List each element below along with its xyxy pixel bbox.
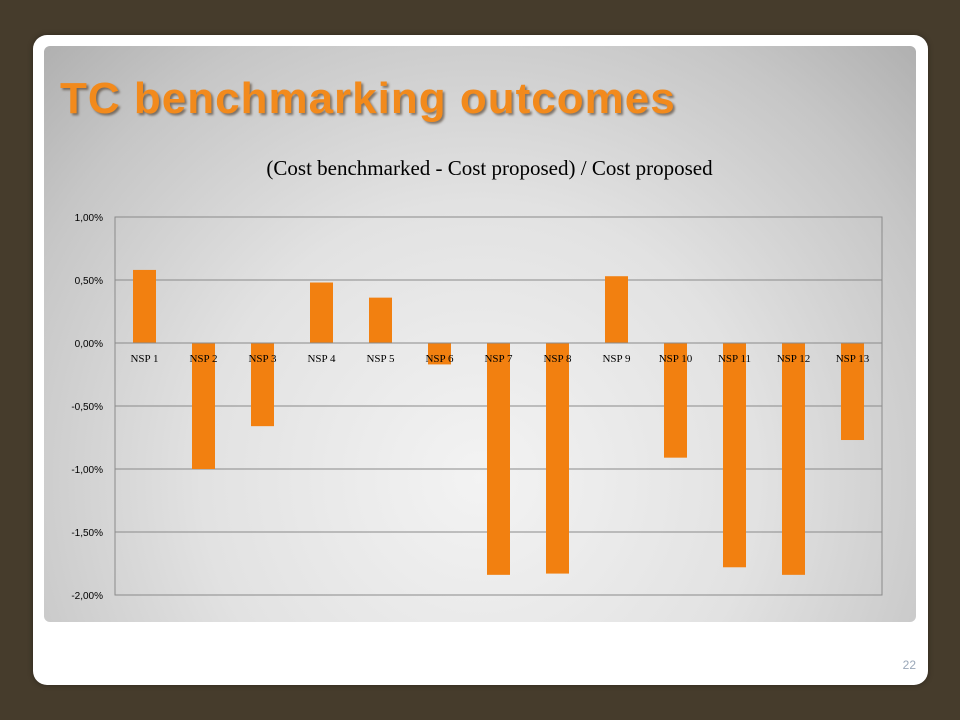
bar bbox=[664, 343, 687, 458]
y-tick-label: -2,00% bbox=[71, 591, 103, 602]
y-tick-label: -1,00% bbox=[71, 465, 103, 476]
bar bbox=[251, 343, 274, 427]
x-tick-label: NSP 10 bbox=[659, 353, 693, 365]
x-tick-label: NSP 11 bbox=[718, 353, 751, 365]
page-number: 22 bbox=[902, 658, 916, 672]
x-tick-label: NSP 5 bbox=[366, 353, 395, 365]
bar bbox=[428, 343, 451, 365]
y-tick-label: 0,50% bbox=[75, 276, 103, 287]
x-tick-label: NSP 8 bbox=[543, 353, 572, 365]
y-tick-label: -0,50% bbox=[71, 402, 103, 413]
bar bbox=[723, 343, 746, 568]
x-tick-label: NSP 12 bbox=[777, 353, 811, 365]
bar bbox=[192, 343, 215, 469]
y-tick-label: 0,00% bbox=[75, 339, 103, 350]
content-panel bbox=[44, 46, 916, 622]
bar bbox=[841, 343, 864, 441]
bar bbox=[546, 343, 569, 574]
chart-title: (Cost benchmarked - Cost proposed) / Cos… bbox=[266, 156, 713, 180]
y-axis-ticks: 1,00% 0,50% 0,00% -0,50% -1,00% -1,50% -2,00% bbox=[71, 213, 103, 602]
x-tick-label: NSP 7 bbox=[484, 353, 513, 365]
x-tick-label: NSP 2 bbox=[189, 353, 217, 365]
bar bbox=[369, 297, 392, 343]
bar bbox=[782, 343, 805, 575]
y-tick-label: 1,00% bbox=[75, 213, 103, 224]
gridlines bbox=[114, 216, 883, 596]
x-tick-label: NSP 1 bbox=[130, 353, 158, 365]
bar bbox=[487, 343, 510, 575]
x-tick-label: NSP 6 bbox=[425, 353, 454, 365]
x-tick-label: NSP 13 bbox=[836, 353, 870, 365]
x-axis-ticks: NSP 1 NSP 2 NSP 3 NSP 4 NSP 5 NSP 6 NSP 7 NSP 8… bbox=[130, 353, 869, 365]
x-tick-label: NSP 3 bbox=[248, 353, 277, 365]
bars bbox=[115, 269, 882, 575]
bar bbox=[133, 269, 156, 343]
slide-title: TC benchmarking outcomes bbox=[60, 74, 676, 123]
bar bbox=[605, 276, 628, 343]
y-tick-label: -1,50% bbox=[71, 528, 103, 539]
x-tick-label: NSP 9 bbox=[602, 353, 631, 365]
x-tick-label: NSP 4 bbox=[307, 353, 336, 365]
bar bbox=[310, 282, 333, 343]
